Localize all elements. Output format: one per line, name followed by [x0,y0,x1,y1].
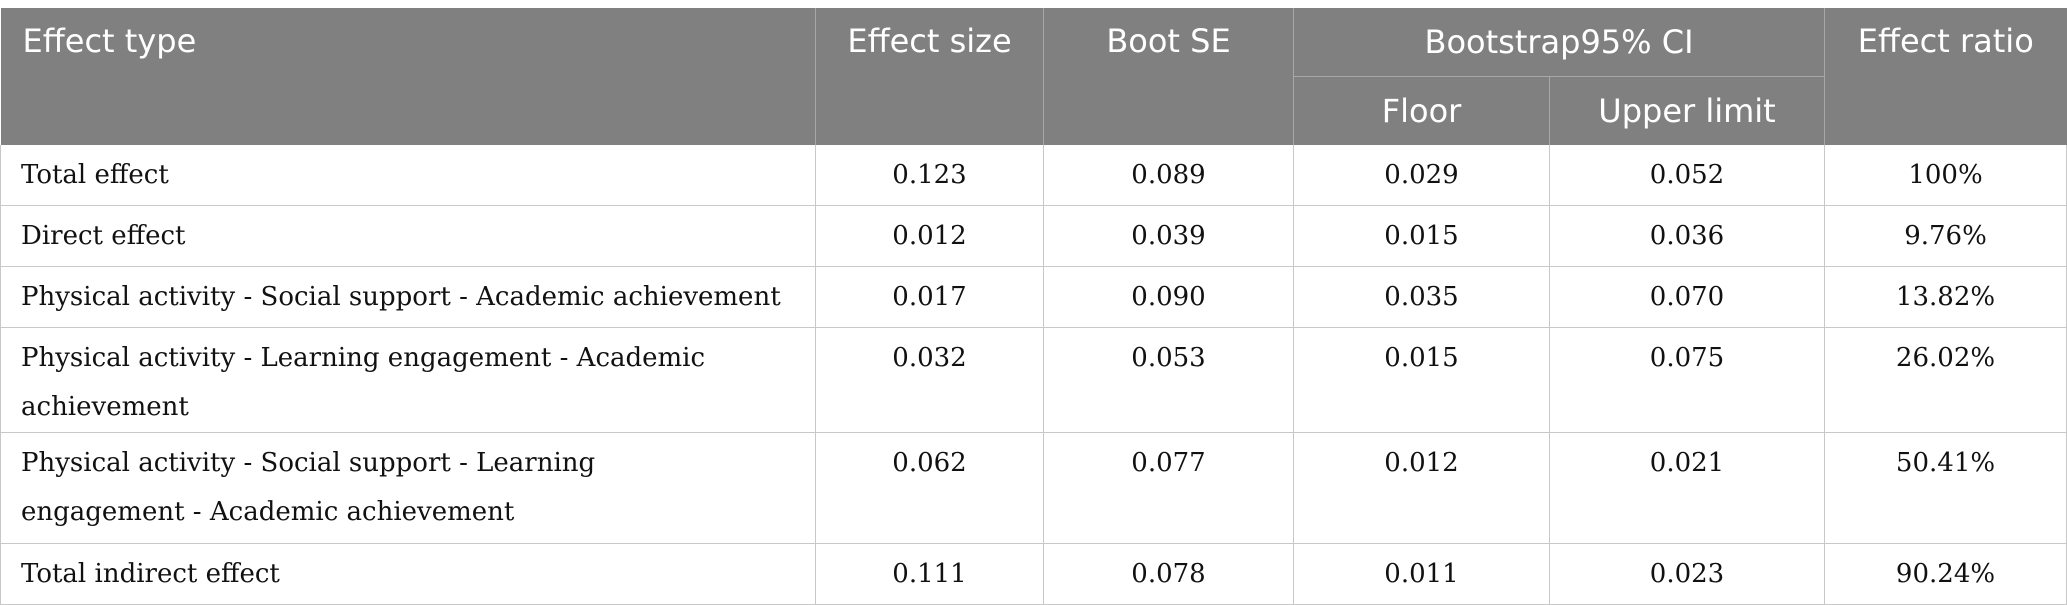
cell-text: 0.053 [1131,343,1206,373]
cell-text: 0.021 [1649,448,1725,478]
cell-text: 0.032 [892,343,967,373]
cell-effect-type: Physical activity - Social support - Aca… [0,266,816,328]
cell-text: 0.123 [892,159,967,190]
cell-text: 0.015 [1384,343,1459,373]
cell-effect-ratio: 26.02% [1824,327,2067,433]
cell-text: Total effect [21,159,169,190]
cell-text: 0.017 [892,282,967,312]
cell-upper-limit: 0.036 [1549,205,1825,267]
cell-text: 0.089 [1131,159,1206,190]
cell-effect-type: Total indirect effect [0,543,816,605]
results-table-container: Effect type Effect size Boot SE Bootstra… [0,8,2067,605]
table-row: Total indirect effect 0.111 0.078 0.011 … [0,543,2067,605]
cell-text: 0.077 [1131,448,1206,478]
cell-boot-se: 0.078 [1043,543,1294,605]
cell-text: 13.82% [1895,282,1996,312]
cell-effect-size: 0.111 [815,543,1044,605]
cell-text: Total indirect effect [21,559,280,589]
header-bootstrap-ci: Bootstrap95% CI [1293,8,1825,77]
cell-floor: 0.015 [1293,205,1550,267]
cell-text: Physical activity - Social support - Lea… [21,448,596,527]
cell-text: 0.035 [1384,282,1459,312]
cell-text: 100% [1908,159,1983,190]
cell-text: Physical activity - Social support - Aca… [21,282,781,312]
cell-text: 9.76% [1904,221,1987,251]
cell-text: 0.062 [892,448,967,478]
cell-text: 0.070 [1649,282,1725,312]
header-floor: Floor [1293,76,1550,145]
cell-upper-limit: 0.052 [1549,144,1825,206]
cell-effect-size: 0.012 [815,205,1044,267]
cell-effect-type: Total effect [0,144,816,206]
cell-text: 0.052 [1649,159,1725,190]
cell-text: 0.023 [1649,559,1725,589]
table-row: Physical activity - Social support - Aca… [0,266,2067,328]
cell-boot-se: 0.077 [1043,432,1294,544]
cell-text: 0.090 [1131,282,1206,312]
cell-text: 90.24% [1895,559,1996,589]
cell-text: 0.075 [1649,343,1725,373]
cell-floor: 0.029 [1293,144,1550,206]
cell-effect-size: 0.032 [815,327,1044,433]
cell-floor: 0.012 [1293,432,1550,544]
cell-text: 50.41% [1895,448,1996,478]
cell-boot-se: 0.089 [1043,144,1294,206]
table-row: Physical activity - Social support - Lea… [0,432,2067,544]
cell-effect-size: 0.062 [815,432,1044,544]
cell-text: 0.012 [1384,448,1459,478]
header-boot-se: Boot SE [1043,8,1294,145]
table-row: Physical activity - Learning engagement … [0,327,2067,433]
mediation-effect-table: Effect type Effect size Boot SE Bootstra… [0,8,2067,605]
cell-text: 0.011 [1384,559,1459,589]
cell-floor: 0.015 [1293,327,1550,433]
cell-upper-limit: 0.075 [1549,327,1825,433]
cell-effect-size: 0.017 [815,266,1044,328]
cell-floor: 0.011 [1293,543,1550,605]
cell-upper-limit: 0.021 [1549,432,1825,544]
cell-text: 0.015 [1384,221,1459,251]
cell-text: 0.036 [1649,221,1725,251]
cell-effect-ratio: 50.41% [1824,432,2067,544]
cell-boot-se: 0.090 [1043,266,1294,328]
cell-effect-ratio: 13.82% [1824,266,2067,328]
cell-upper-limit: 0.070 [1549,266,1825,328]
header-effect-ratio: Effect ratio [1824,8,2067,145]
cell-boot-se: 0.053 [1043,327,1294,433]
cell-effect-size: 0.123 [815,144,1044,206]
cell-text: 26.02% [1895,343,1996,373]
cell-text: 0.039 [1131,221,1206,251]
cell-text: 0.012 [892,221,967,251]
cell-upper-limit: 0.023 [1549,543,1825,605]
cell-effect-type: Direct effect [0,205,816,267]
cell-text: 0.029 [1384,159,1459,190]
cell-effect-ratio: 9.76% [1824,205,2067,267]
cell-text: 0.078 [1131,559,1206,589]
cell-effect-ratio: 90.24% [1824,543,2067,605]
cell-floor: 0.035 [1293,266,1550,328]
header-upper-limit: Upper limit [1549,76,1825,145]
header-effect-size: Effect size [815,8,1044,145]
cell-boot-se: 0.039 [1043,205,1294,267]
cell-effect-type: Physical activity - Learning engagement … [0,327,816,433]
cell-text: 0.111 [892,559,967,589]
cell-text: Physical activity - Learning engagement … [21,343,706,422]
table-row: Total effect 0.123 0.089 0.029 0.052 100… [0,144,2067,206]
header-effect-type: Effect type [0,8,816,145]
cell-text: Direct effect [21,221,186,251]
table-row: Direct effect 0.012 0.039 0.015 0.036 9.… [0,205,2067,267]
cell-effect-ratio: 100% [1824,144,2067,206]
cell-effect-type: Physical activity - Social support - Lea… [0,432,816,544]
